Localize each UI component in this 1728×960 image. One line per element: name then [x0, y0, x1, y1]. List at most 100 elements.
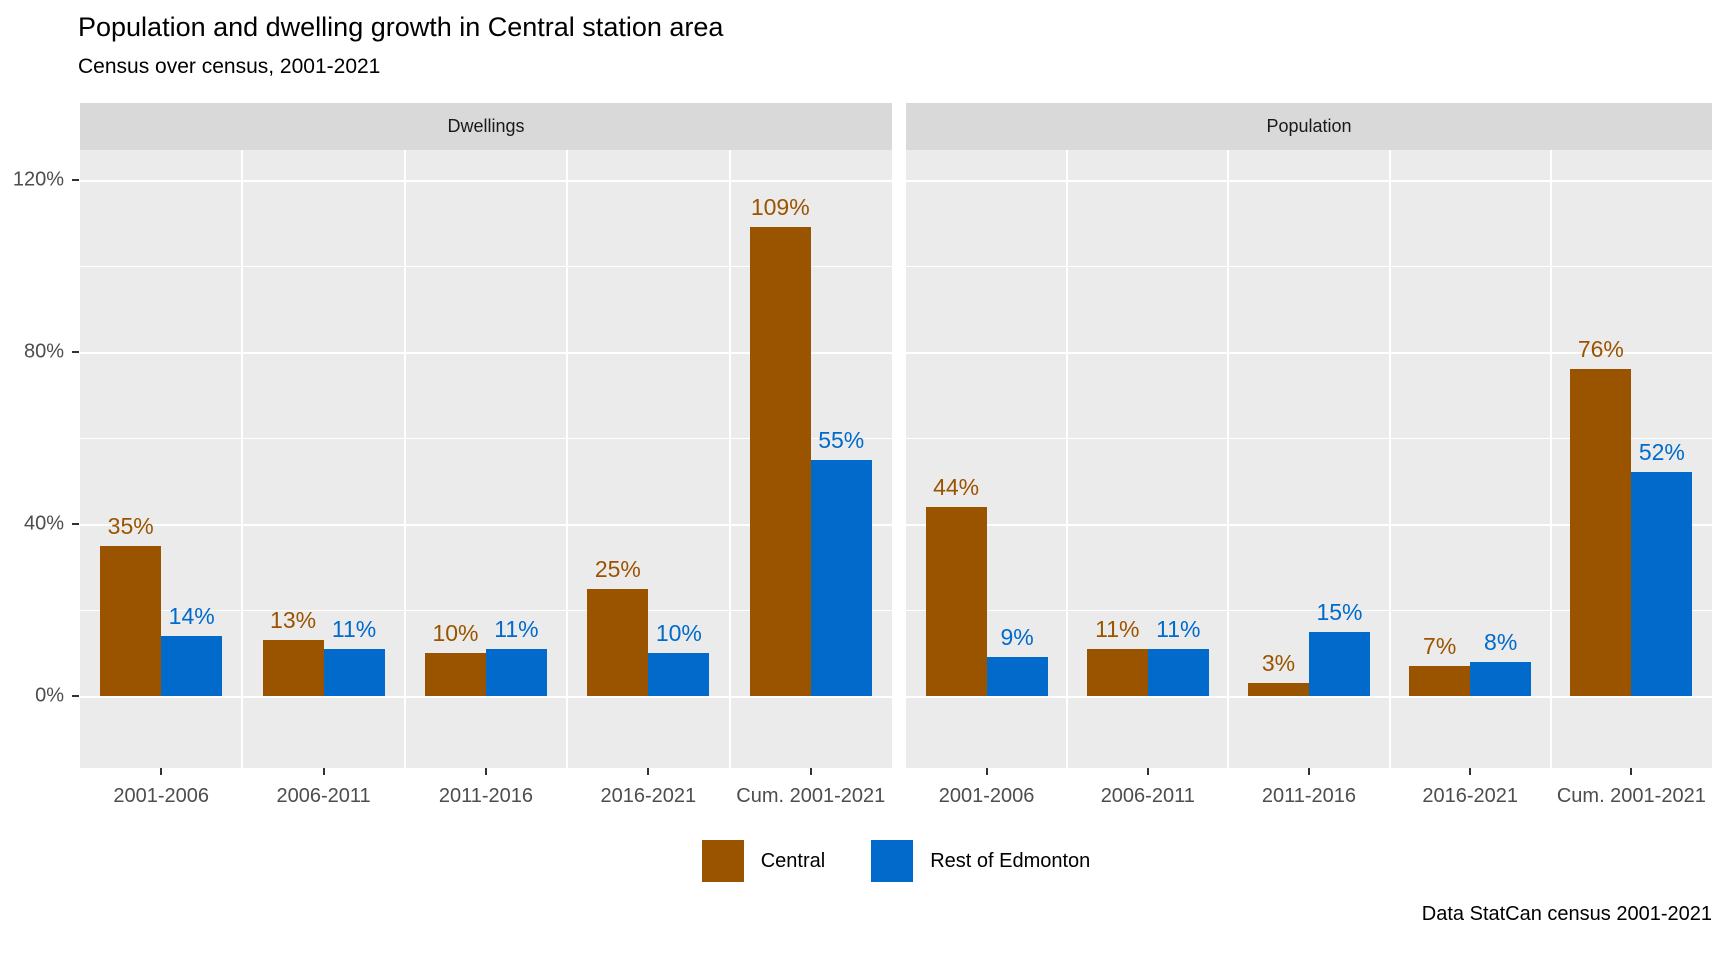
bar-value-label: 11% — [331, 615, 377, 642]
bar-rest-of-edmonton: 55% — [810, 427, 872, 696]
bar-value-label: 10% — [432, 620, 479, 646]
bar-central: 10% — [424, 620, 486, 696]
legend-swatch-central — [701, 840, 744, 882]
bar-central: 13% — [262, 607, 324, 696]
bar-group-2001-2006: 44% 9% — [906, 474, 1067, 696]
gridline-vertical — [1227, 150, 1230, 768]
bar-group-2001-2006: 35% 14% — [80, 513, 242, 696]
x-tick-label: 2016-2021 — [600, 785, 697, 807]
x-tick-2011-2016: 2011-2016 — [1228, 768, 1389, 808]
panel-population: 44% 9% 11% 11% 3% 15% 7% 8% 76% 52% — [906, 150, 1712, 768]
gridline-vertical — [728, 150, 731, 768]
legend-swatch-rest-of-edmonton — [871, 840, 914, 882]
y-tick-label: 40% — [23, 512, 64, 535]
gridline-vertical — [566, 150, 569, 768]
bar-groups: 44% 9% 11% 11% 3% 15% 7% 8% 76% 52% — [906, 150, 1712, 696]
bar-value-label: 7% — [1423, 632, 1457, 659]
x-tick-2006-2011: 2006-2011 — [1067, 768, 1228, 808]
bar-group-cum-2001-2021: 76% 52% — [1551, 336, 1712, 696]
x-tick-mark — [1307, 768, 1310, 775]
legend-label-central: Central — [760, 849, 826, 872]
bar-value-label: 52% — [1638, 439, 1685, 466]
bar-value-label: 3% — [1261, 650, 1296, 677]
y-tick-mark — [72, 179, 79, 181]
bar-group-2011-2016: 10% 11% — [405, 616, 567, 696]
gridline-horizontal — [906, 266, 1712, 267]
bar-value-label: 14% — [168, 602, 215, 629]
bar-rest-of-edmonton: 11% — [1147, 616, 1209, 696]
x-axis-dwellings: 2001-2006 2006-2011 2011-2016 2016-2021 Cum.… — [80, 768, 892, 808]
legend-label-rest-of-edmonton: Rest of Edmonton — [930, 849, 1091, 872]
panel-dwellings: 35% 14% 13% 11% 10% 11% 25% 10% 109% 55% — [80, 150, 892, 768]
y-axis: 0% 40% 80% 120% — [0, 150, 80, 768]
bar-value-label: 11% — [1156, 615, 1201, 642]
gridline-vertical — [403, 150, 406, 768]
gridline-vertical — [1549, 150, 1552, 768]
x-tick-label: Cum. 2001-2021 — [736, 785, 886, 807]
bar-central: 109% — [749, 194, 811, 696]
x-tick-mark — [985, 768, 988, 775]
bar-rest-of-edmonton: 11% — [485, 616, 547, 696]
x-tick-label: Cum. 2001-2021 — [1556, 785, 1706, 807]
y-tick-label: 80% — [23, 340, 64, 363]
chart-caption: Data StatCan census 2001-2021 — [1421, 903, 1712, 925]
gridline-horizontal — [80, 610, 892, 611]
x-tick-mark — [160, 768, 163, 775]
bar-rest-of-edmonton: 8% — [1470, 629, 1532, 696]
bar-value-label: 8% — [1484, 628, 1518, 655]
x-tick-mark — [484, 768, 487, 775]
x-tick-2006-2011: 2006-2011 — [242, 768, 404, 808]
y-tick-mark — [72, 523, 79, 525]
bar-group-2006-2011: 13% 11% — [242, 607, 404, 696]
bar-central: 44% — [925, 474, 987, 696]
legend: Central Rest of Edmonton — [80, 836, 1712, 886]
y-tick-label: 0% — [35, 684, 64, 707]
bar-value-label: 11% — [494, 615, 539, 642]
x-tick-2016-2021: 2016-2021 — [567, 768, 729, 808]
bar-value-label: 11% — [1095, 615, 1140, 642]
bar-value-label: 9% — [1000, 624, 1034, 651]
x-tick-label: 2006-2011 — [276, 785, 371, 807]
bar-value-label: 25% — [594, 555, 641, 582]
bar-value-label: 35% — [107, 512, 154, 539]
gridline-horizontal — [906, 610, 1712, 611]
gridline-horizontal — [906, 696, 1712, 698]
x-tick-2001-2006: 2001-2006 — [906, 768, 1067, 808]
facet-strip-dwellings: Dwellings — [80, 103, 892, 150]
facet-dwellings: Dwellings 35% 14% 13% 11% 10% 11% 25% 10% 109% 55… — [80, 103, 892, 768]
x-tick-mark — [1146, 768, 1149, 775]
x-tick-cum-2001-2021: Cum. 2001-2021 — [730, 768, 892, 808]
bar-central: 7% — [1409, 633, 1471, 696]
facet-strip-population: Population — [906, 103, 1712, 150]
x-tick-label: 2006-2011 — [1100, 785, 1195, 807]
x-tick-2016-2021: 2016-2021 — [1390, 768, 1551, 808]
x-tick-label: 2016-2021 — [1422, 785, 1518, 807]
bar-rest-of-edmonton: 11% — [323, 616, 385, 696]
x-tick-cum-2001-2021: Cum. 2001-2021 — [1551, 768, 1712, 808]
bar-value-label: 55% — [818, 426, 865, 453]
legend-item-central: Central — [701, 840, 826, 882]
bar-rest-of-edmonton: 14% — [161, 603, 223, 696]
gridline-horizontal — [80, 180, 892, 182]
gridline-horizontal — [80, 352, 892, 354]
chart-subtitle: Census over census, 2001-2021 — [78, 55, 381, 78]
y-tick-label: 120% — [12, 168, 64, 191]
gridline-horizontal — [906, 180, 1712, 182]
bar-central: 3% — [1247, 650, 1309, 696]
bar-rest-of-edmonton: 9% — [986, 624, 1048, 696]
x-tick-label: 2011-2016 — [1261, 785, 1357, 807]
gridline-horizontal — [80, 438, 892, 439]
bar-group-2011-2016: 3% 15% — [1228, 599, 1389, 696]
x-tick-2011-2016: 2011-2016 — [405, 768, 567, 808]
x-tick-label: 2011-2016 — [438, 785, 534, 807]
gridline-vertical — [241, 150, 244, 768]
bar-rest-of-edmonton: 15% — [1308, 599, 1370, 696]
y-tick-mark — [72, 351, 79, 353]
x-tick-mark — [809, 768, 812, 775]
x-tick-mark — [322, 768, 325, 775]
bar-central: 76% — [1570, 336, 1632, 696]
x-tick-2001-2006: 2001-2006 — [80, 768, 242, 808]
bar-value-label: 15% — [1316, 598, 1363, 625]
bar-rest-of-edmonton: 52% — [1631, 439, 1693, 696]
x-tick-mark — [1630, 768, 1633, 775]
